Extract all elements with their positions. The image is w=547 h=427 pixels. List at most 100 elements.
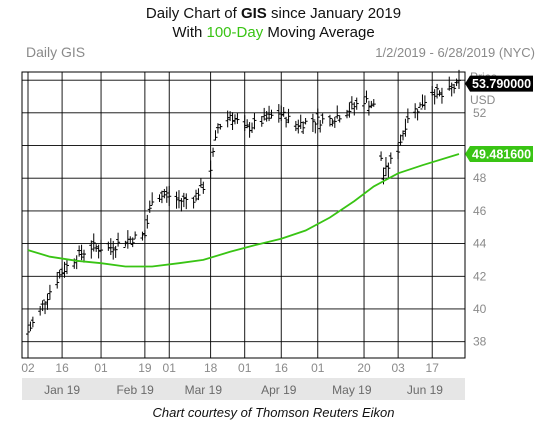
chart-label: Daily GIS [26,44,85,60]
price-bar [228,111,233,122]
moving-average-tag-box [465,146,533,163]
x-month-label: Feb 19 [116,383,154,397]
price-bar [167,185,172,206]
x-day-label: 02 [21,361,35,375]
price-bar [232,114,237,125]
header-line-1: Daily Chart of GIS since January 2019 [0,4,547,23]
price-bar [40,300,45,312]
price-bar [28,321,33,332]
x-day-label: 19 [138,361,152,375]
price-bar [454,78,459,87]
moving-average-tag-text: 49.481600 [472,148,531,162]
price-bar [77,245,82,257]
y-tick-label: 44 [473,237,487,251]
price-bar [318,120,323,133]
price-bar [96,244,101,259]
price-bar [332,116,337,128]
header-text: since January 2019 [266,5,402,22]
currency-label: USD [470,93,496,107]
price-bar [162,188,167,199]
price-bar [327,114,332,127]
x-month-label: May 19 [332,383,372,397]
price-bar [298,114,303,129]
y-axis: 38 40 42 44 46 48 52 [473,106,487,349]
price-bar [181,192,186,208]
price-bar [145,214,150,229]
price-bar [449,82,454,97]
header-text: With [172,24,207,41]
price-bar [264,111,269,122]
price-bar [452,83,457,94]
x-day-label: 01 [163,361,177,375]
price-bar [38,305,43,316]
price-bar [211,147,216,157]
price-bar [89,240,94,259]
x-axis: 02 16 01 19 01 18 01 16 01 20 03 17 Jan 19 Feb 19 Mar … [21,361,465,400]
price-bar [286,108,291,124]
price-bar [388,152,393,164]
price-bar [113,245,118,258]
y-tick-label: 42 [473,269,487,283]
price-bar [400,130,405,141]
price-bar [279,105,284,122]
price-bar [94,244,99,252]
y-tick-label: 40 [473,302,487,316]
price-bar [313,119,318,134]
price-bar [108,238,113,256]
price-bar [337,115,342,123]
price-bar [218,123,223,130]
price-bar [164,186,169,203]
price-bar [116,232,121,247]
grid [22,72,465,358]
y-tick-label: 52 [473,106,487,120]
price-bar [320,113,325,124]
price-bar [82,249,87,263]
price-bar [191,196,196,209]
price-bar [230,112,235,131]
price-bar [383,157,388,177]
price-bar [418,102,423,108]
x-month-label: Jan 19 [44,383,80,397]
y-tick-label: 38 [473,335,487,349]
price-bar [310,113,315,132]
price-bar [349,96,354,110]
price-bar [432,89,437,105]
chart-credit: Chart courtesy of Thomson Reuters Eikon [152,405,395,420]
price-bar [281,107,286,117]
price-bar [30,316,35,328]
price-bar [396,143,401,160]
price-bar [398,134,403,146]
x-day-label: 16 [55,361,69,375]
price-bar [250,122,255,133]
price-bar [364,90,369,103]
price-bar [335,105,340,119]
price-bar [386,162,391,179]
x-day-label: 16 [275,361,289,375]
price-bar [415,108,420,121]
price-bar [245,119,250,129]
x-day-label: 03 [391,361,405,375]
price-bar [296,119,301,134]
price-bar [225,110,230,128]
price-bar [91,233,96,252]
x-day-label: 01 [311,361,325,375]
price-bar [252,112,257,130]
price-bar [55,271,60,289]
price-bar [208,160,213,178]
ma-period: 100-Day [206,24,264,41]
price-bar [435,83,440,99]
price-bar [430,86,435,96]
price-bar [159,190,164,204]
price-bar [196,188,201,201]
date-range: 1/2/2019 - 6/28/2019 (NYC) [375,45,535,60]
price-bar [405,108,410,124]
price-bar [330,118,335,127]
price-bar [269,109,274,119]
price-bar [184,193,189,210]
price-bar [354,97,359,110]
y-tick-label: 48 [473,171,487,185]
price-bar [293,120,298,132]
price-bar [213,130,218,141]
price-bar [64,259,69,275]
price-bar [259,115,264,127]
